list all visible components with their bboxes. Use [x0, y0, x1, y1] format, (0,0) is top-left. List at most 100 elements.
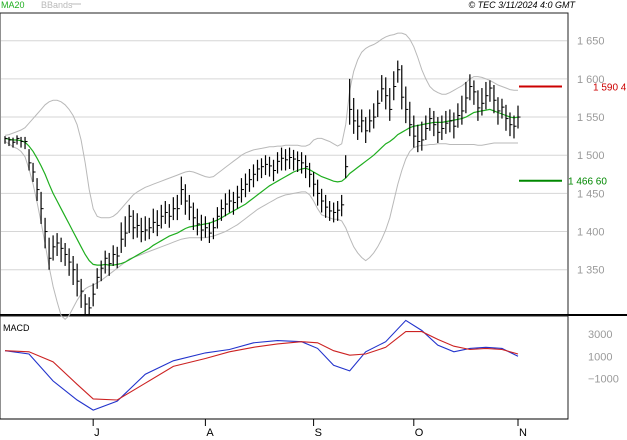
macd-y-tick-label: 1000	[588, 351, 612, 363]
price-bar	[381, 75, 385, 102]
copyright-label: © TEC 3/11/2024 4:0 GMT	[468, 0, 576, 10]
price-bar	[429, 107, 433, 131]
price-bar	[501, 98, 505, 119]
price-bar	[453, 112, 457, 139]
price-bar	[465, 81, 469, 114]
price-bar	[421, 121, 425, 151]
price-bar	[389, 88, 393, 121]
price-bar	[240, 178, 244, 203]
price-bar	[180, 176, 184, 205]
x-tick-label: A	[206, 427, 214, 439]
price-bar	[493, 84, 497, 114]
price-bar	[405, 86, 409, 124]
price-bar	[361, 109, 365, 133]
x-tick-label: S	[315, 427, 322, 439]
price-bar	[64, 243, 68, 266]
price-bar	[260, 158, 264, 179]
price-bar	[96, 268, 100, 289]
price-bar	[36, 178, 40, 202]
price-bar	[24, 136, 28, 150]
price-bar	[204, 216, 208, 238]
price-bar	[413, 115, 417, 148]
price-bar	[477, 90, 481, 121]
price-bar	[329, 201, 333, 221]
price-bar	[313, 172, 317, 197]
price-bar	[220, 199, 224, 221]
price-bar	[485, 81, 489, 110]
price-bar	[48, 237, 52, 270]
price-bar	[92, 283, 96, 307]
price-bar	[401, 65, 405, 110]
price-bar	[437, 117, 441, 144]
price-bar	[176, 194, 180, 221]
price-bar	[60, 237, 64, 263]
price-bar	[120, 222, 124, 253]
price-bar	[333, 202, 337, 223]
price-bar	[341, 194, 345, 217]
price-bar	[68, 248, 72, 276]
price-bar	[116, 246, 120, 269]
price-bar	[164, 201, 168, 224]
x-tick-label: O	[415, 427, 424, 439]
price-bar	[128, 204, 132, 234]
price-y-tick-label: 1 650	[577, 36, 605, 48]
price-y-tick-label: 1 350	[577, 265, 605, 277]
price-bar	[132, 210, 136, 240]
price-bar	[393, 71, 397, 101]
resistance-label: 1 590 4	[593, 83, 627, 94]
price-y-tick-label: 1 400	[577, 227, 605, 239]
price-bar	[369, 109, 373, 133]
ma20-legend-label: MA20	[1, 0, 25, 10]
price-bar	[124, 216, 128, 247]
price-bar	[296, 151, 301, 173]
price-bar	[272, 159, 277, 182]
price-bar	[284, 149, 289, 171]
price-y-tick-label: 1 550	[577, 112, 605, 124]
price-bar	[196, 208, 200, 236]
price-bar	[256, 159, 260, 182]
price-bar	[433, 110, 437, 137]
price-bar	[228, 189, 232, 213]
price-bar	[337, 201, 341, 221]
price-bar	[184, 184, 188, 215]
price-bar	[172, 197, 176, 221]
macd-panel-title: MACD	[3, 323, 30, 333]
price-y-tick-label: 1 450	[577, 188, 605, 200]
price-bar	[104, 250, 108, 274]
price-bar	[505, 104, 509, 131]
price-bar	[308, 162, 313, 188]
price-bar	[112, 245, 116, 266]
price-bar	[365, 117, 369, 144]
price-bar	[288, 147, 293, 169]
price-bar	[100, 260, 104, 282]
price-bar	[425, 115, 429, 140]
price-bar	[357, 109, 361, 140]
price-bar	[40, 191, 44, 224]
price-bar	[4, 136, 8, 144]
price-bar	[192, 202, 196, 231]
bband-upper-line	[4, 32, 518, 219]
price-bar	[12, 137, 16, 148]
price-bar	[108, 252, 112, 276]
price-bar	[268, 156, 273, 177]
price-bar	[469, 74, 473, 101]
price-bar	[489, 80, 493, 102]
price-bar	[317, 179, 321, 206]
price-bar	[353, 97, 357, 134]
price-bar	[76, 263, 80, 297]
price-bar	[20, 136, 24, 148]
macd-panel-frame	[0, 315, 569, 420]
price-bar	[373, 103, 377, 129]
price-bar	[397, 60, 401, 83]
price-bar	[156, 210, 160, 237]
x-tick-label: J	[94, 427, 100, 439]
macd-line	[4, 319, 519, 411]
price-bar	[304, 155, 309, 179]
price-bar	[481, 88, 485, 116]
price-bar	[72, 255, 76, 285]
price-bar	[292, 149, 297, 171]
support-label: 1 466 60	[568, 177, 607, 188]
price-bar	[461, 95, 465, 125]
price-bar	[345, 155, 349, 179]
